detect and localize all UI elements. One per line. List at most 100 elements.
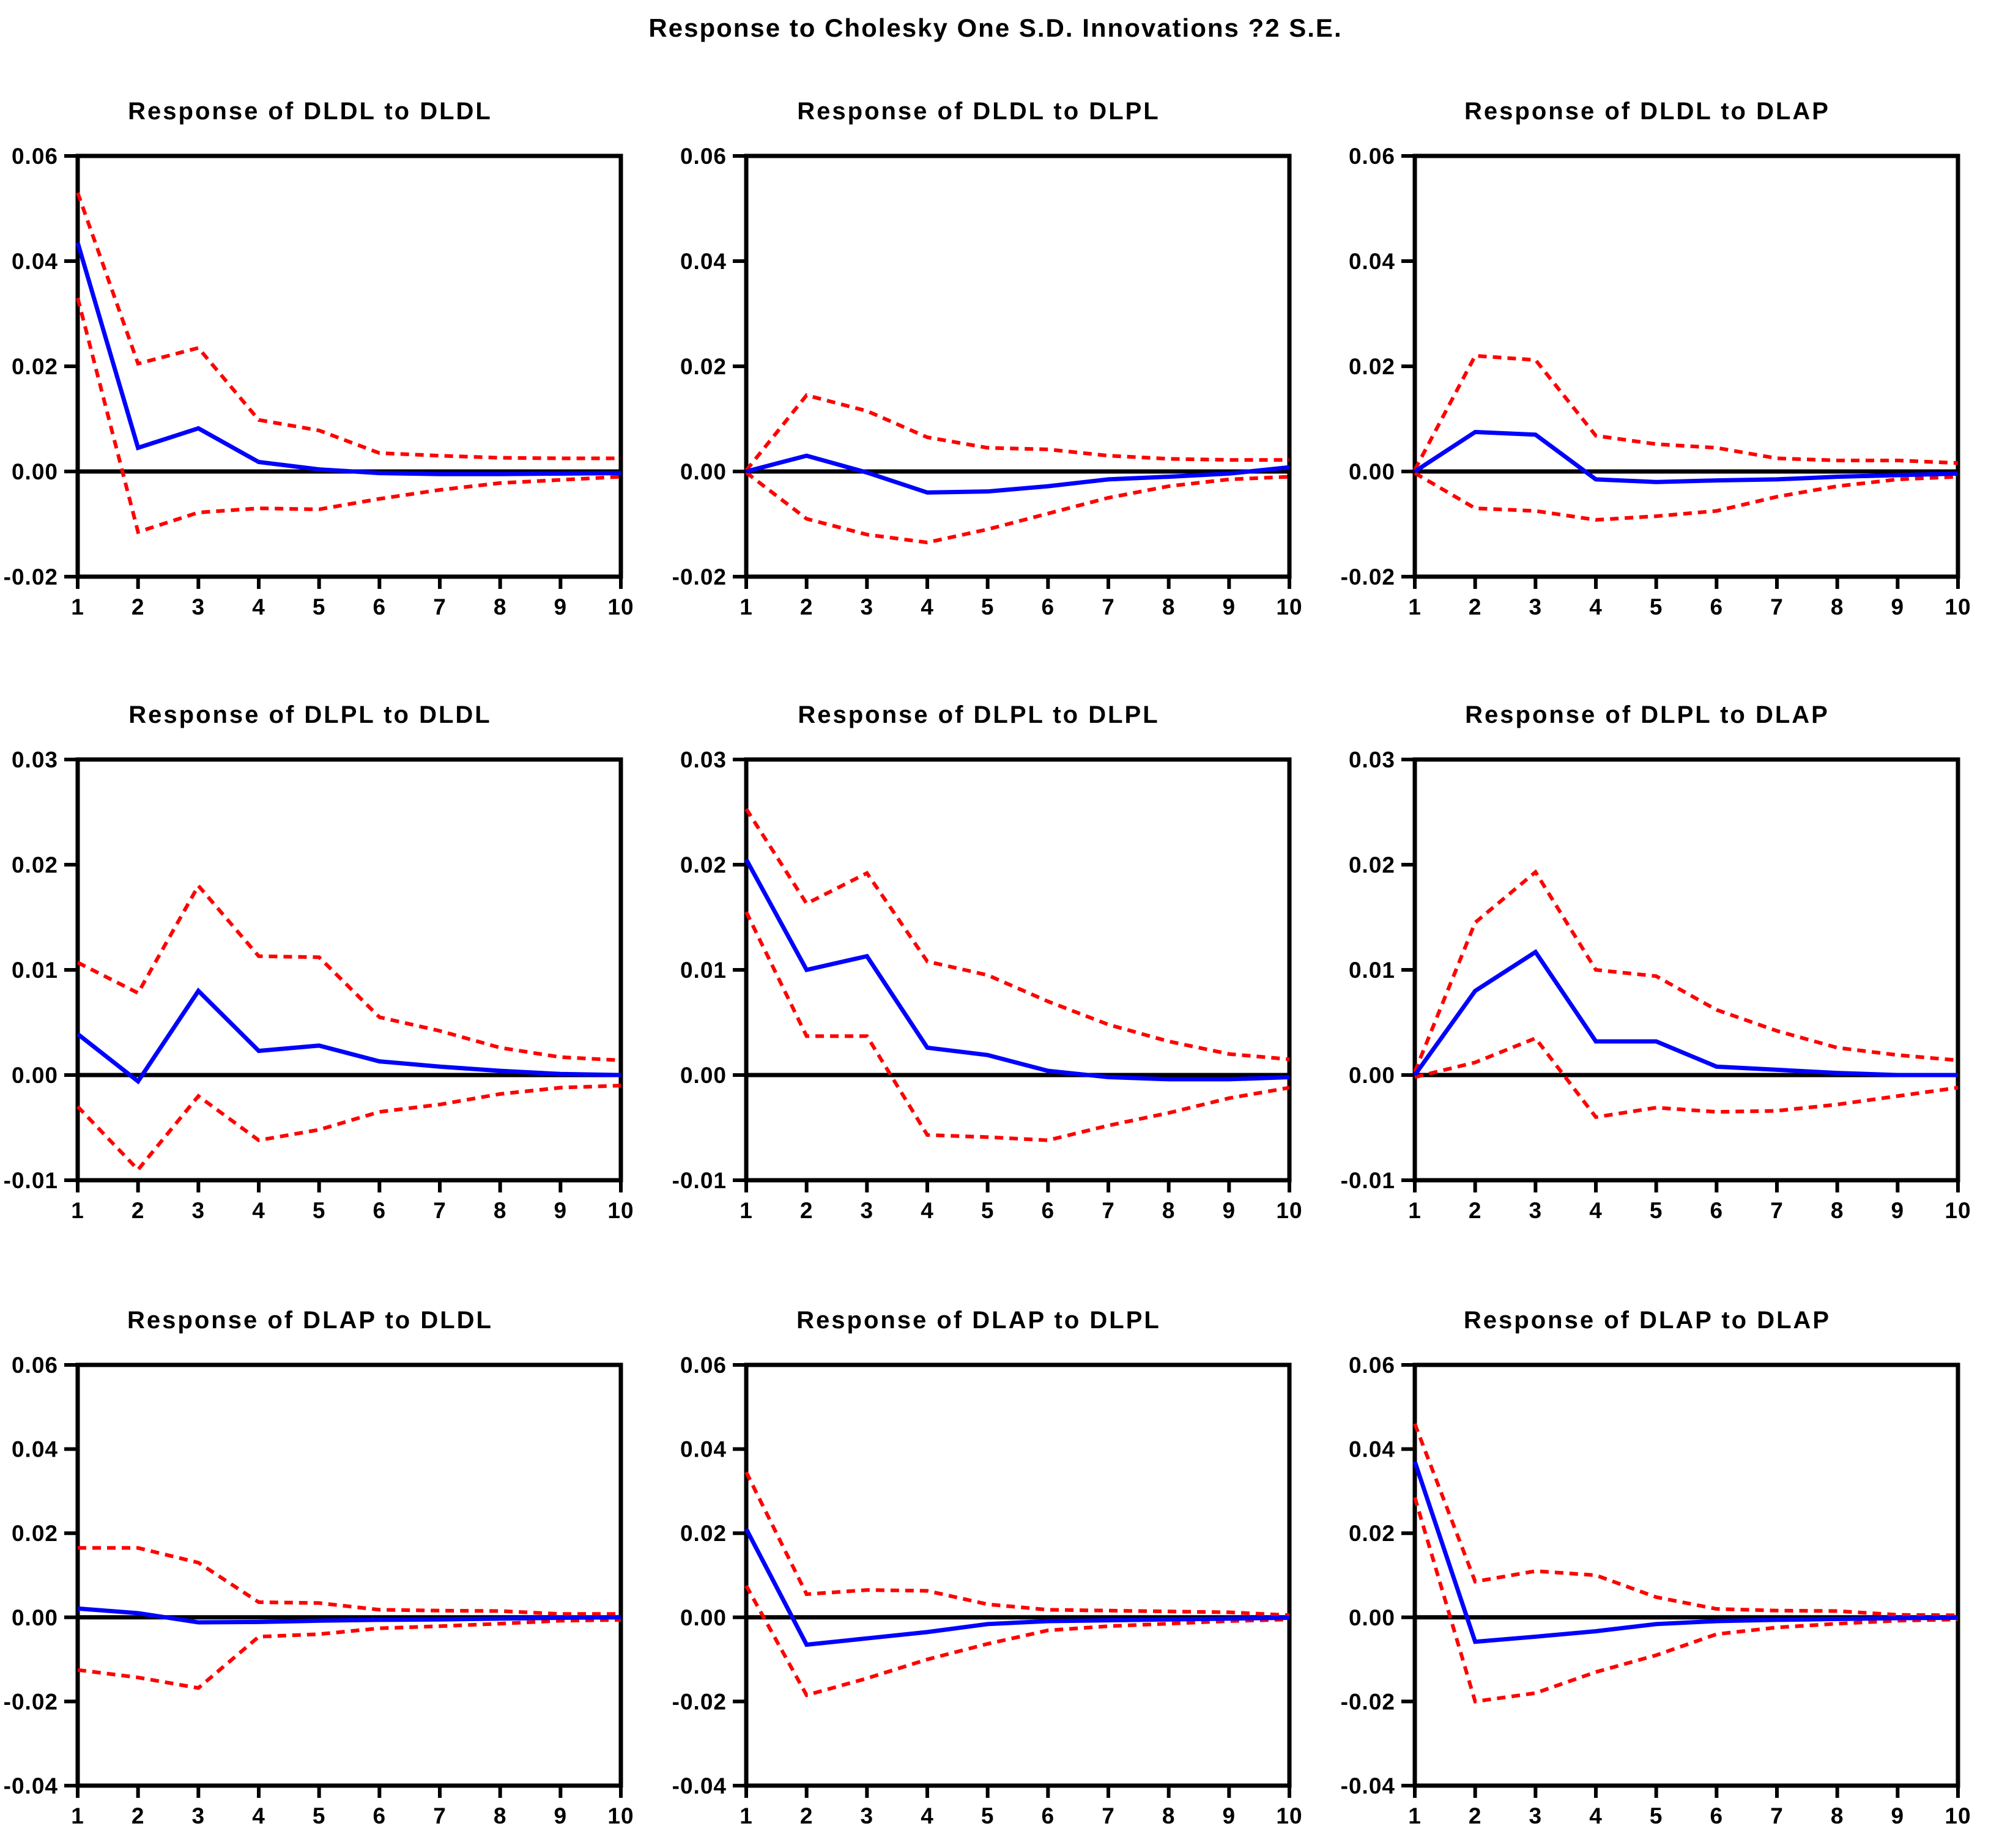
svg-text:6: 6 bbox=[373, 1198, 387, 1223]
svg-text:0.03: 0.03 bbox=[680, 747, 727, 772]
svg-text:2: 2 bbox=[800, 594, 814, 619]
svg-text:1: 1 bbox=[740, 594, 753, 619]
svg-text:5: 5 bbox=[981, 1803, 995, 1828]
svg-text:0.00: 0.00 bbox=[1349, 1605, 1395, 1630]
svg-text:10: 10 bbox=[607, 1198, 634, 1223]
svg-text:10: 10 bbox=[607, 1803, 634, 1828]
svg-text:0.00: 0.00 bbox=[1349, 459, 1395, 484]
svg-text:-0.01: -0.01 bbox=[1341, 1168, 1395, 1193]
svg-text:10: 10 bbox=[1276, 1803, 1302, 1828]
svg-text:2: 2 bbox=[800, 1198, 814, 1223]
panel-title-dlpl-dldl: Response of DLPL to DLDL bbox=[128, 701, 492, 728]
svg-text:0.02: 0.02 bbox=[12, 354, 58, 379]
svg-text:8: 8 bbox=[1831, 1198, 1844, 1223]
svg-text:0.06: 0.06 bbox=[12, 144, 58, 169]
svg-text:10: 10 bbox=[607, 594, 634, 619]
chart-canvas-dlpl-dlpl: 0.03 0.02 0.01 0.00 -0.01 1 2 3 4 5 6 7 8 9 10 bbox=[672, 747, 1302, 1223]
svg-text:4: 4 bbox=[252, 1803, 265, 1828]
svg-text:5: 5 bbox=[1650, 594, 1663, 619]
svg-text:1: 1 bbox=[71, 594, 84, 619]
chart-canvas-dlap-dlpl: 0.06 0.04 0.02 0.00 -0.02 -0.04 1 2 3 4 5 6 7 8 9 10 bbox=[672, 1353, 1302, 1828]
svg-text:-0.02: -0.02 bbox=[4, 564, 58, 590]
svg-text:5: 5 bbox=[1650, 1803, 1663, 1828]
svg-text:7: 7 bbox=[1102, 1803, 1115, 1828]
svg-text:2: 2 bbox=[1469, 594, 1482, 619]
svg-text:2: 2 bbox=[1469, 1803, 1482, 1828]
svg-text:4: 4 bbox=[252, 594, 265, 619]
svg-text:-0.04: -0.04 bbox=[1341, 1773, 1395, 1798]
svg-text:3: 3 bbox=[861, 594, 874, 619]
panel-title-dlap-dlpl: Response of DLAP to DLPL bbox=[796, 1307, 1161, 1334]
svg-text:4: 4 bbox=[1589, 594, 1603, 619]
svg-text:0.02: 0.02 bbox=[680, 1521, 727, 1546]
svg-text:-0.02: -0.02 bbox=[4, 1689, 58, 1714]
svg-text:3: 3 bbox=[1529, 594, 1543, 619]
svg-text:0.06: 0.06 bbox=[1349, 144, 1395, 169]
svg-text:2: 2 bbox=[800, 1803, 814, 1828]
svg-text:6: 6 bbox=[1042, 1198, 1055, 1223]
svg-text:-0.02: -0.02 bbox=[1341, 1689, 1395, 1714]
svg-text:0.06: 0.06 bbox=[680, 1353, 727, 1378]
svg-text:6: 6 bbox=[1710, 1803, 1724, 1828]
svg-text:9: 9 bbox=[554, 594, 568, 619]
svg-text:4: 4 bbox=[921, 1198, 934, 1223]
svg-text:4: 4 bbox=[1589, 1198, 1603, 1223]
chart-canvas-dldl-dldl: 0.06 0.04 0.02 0.00 -0.02 1 2 3 4 5 6 7 8 9 10 bbox=[4, 144, 634, 619]
svg-text:0.02: 0.02 bbox=[12, 1521, 58, 1546]
panel-title-dlpl-dlpl: Response of DLPL to DLPL bbox=[798, 701, 1160, 728]
svg-text:2: 2 bbox=[1469, 1198, 1482, 1223]
svg-text:2: 2 bbox=[132, 1803, 145, 1828]
svg-text:0.00: 0.00 bbox=[12, 459, 58, 484]
svg-text:10: 10 bbox=[1945, 594, 1971, 619]
svg-text:1: 1 bbox=[740, 1803, 753, 1828]
svg-text:-0.01: -0.01 bbox=[4, 1168, 58, 1193]
panel-title-dlpl-dlap: Response of DLPL to DLAP bbox=[1465, 701, 1830, 728]
svg-text:5: 5 bbox=[313, 1803, 326, 1828]
svg-text:7: 7 bbox=[1102, 1198, 1115, 1223]
svg-text:4: 4 bbox=[1589, 1803, 1603, 1828]
panel-title-dldl-dlpl: Response of DLDL to DLPL bbox=[797, 98, 1160, 125]
svg-text:6: 6 bbox=[1042, 594, 1055, 619]
svg-text:9: 9 bbox=[1891, 1803, 1905, 1828]
svg-text:5: 5 bbox=[313, 594, 326, 619]
svg-text:9: 9 bbox=[1891, 1198, 1905, 1223]
svg-text:-0.04: -0.04 bbox=[672, 1773, 727, 1798]
svg-text:0.04: 0.04 bbox=[680, 1437, 727, 1462]
svg-text:0.00: 0.00 bbox=[680, 459, 727, 484]
svg-text:0.01: 0.01 bbox=[680, 958, 727, 983]
svg-text:0.00: 0.00 bbox=[680, 1063, 727, 1088]
svg-text:0.06: 0.06 bbox=[12, 1353, 58, 1378]
svg-text:10: 10 bbox=[1276, 1198, 1302, 1223]
svg-text:-0.01: -0.01 bbox=[672, 1168, 727, 1193]
svg-text:4: 4 bbox=[921, 594, 934, 619]
svg-text:3: 3 bbox=[192, 594, 206, 619]
svg-text:7: 7 bbox=[433, 594, 447, 619]
svg-text:0.02: 0.02 bbox=[12, 852, 58, 878]
chart-canvas-dlpl-dldl: 0.03 0.02 0.01 0.00 -0.01 1 2 3 4 5 6 7 8 9 10 bbox=[4, 747, 634, 1223]
svg-text:1: 1 bbox=[1408, 1198, 1422, 1223]
svg-text:10: 10 bbox=[1945, 1803, 1971, 1828]
svg-text:6: 6 bbox=[1710, 594, 1724, 619]
svg-text:5: 5 bbox=[1650, 1198, 1663, 1223]
svg-text:5: 5 bbox=[981, 1198, 995, 1223]
svg-text:-0.02: -0.02 bbox=[1341, 564, 1395, 590]
svg-text:9: 9 bbox=[554, 1803, 568, 1828]
svg-text:0.01: 0.01 bbox=[1349, 958, 1395, 983]
panel-title-dldl-dlap: Response of DLDL to DLAP bbox=[1464, 98, 1830, 125]
panel-title-dlap-dldl: Response of DLAP to DLDL bbox=[127, 1307, 493, 1334]
svg-text:5: 5 bbox=[981, 594, 995, 619]
svg-text:9: 9 bbox=[554, 1198, 568, 1223]
panel-title-dldl-dldl: Response of DLDL to DLDL bbox=[128, 98, 492, 125]
svg-text:0.00: 0.00 bbox=[680, 1605, 727, 1630]
chart-canvas-dlpl-dlap: 0.03 0.02 0.01 0.00 -0.01 1 2 3 4 5 6 7 8 9 10 bbox=[1341, 747, 1971, 1223]
chart-canvas-dldl-dlpl: 0.06 0.04 0.02 0.00 -0.02 1 2 3 4 5 6 7 8 9 10 bbox=[672, 144, 1302, 619]
svg-text:4: 4 bbox=[921, 1803, 934, 1828]
svg-text:4: 4 bbox=[252, 1198, 265, 1223]
svg-text:0.02: 0.02 bbox=[1349, 852, 1395, 878]
svg-text:0.04: 0.04 bbox=[1349, 249, 1395, 274]
svg-text:-0.02: -0.02 bbox=[672, 1689, 727, 1714]
svg-text:2: 2 bbox=[132, 1198, 145, 1223]
chart-canvas-dldl-dlap: 0.06 0.04 0.02 0.00 -0.02 1 2 3 4 5 6 7 8 9 10 bbox=[1341, 144, 1971, 619]
svg-text:3: 3 bbox=[192, 1803, 206, 1828]
